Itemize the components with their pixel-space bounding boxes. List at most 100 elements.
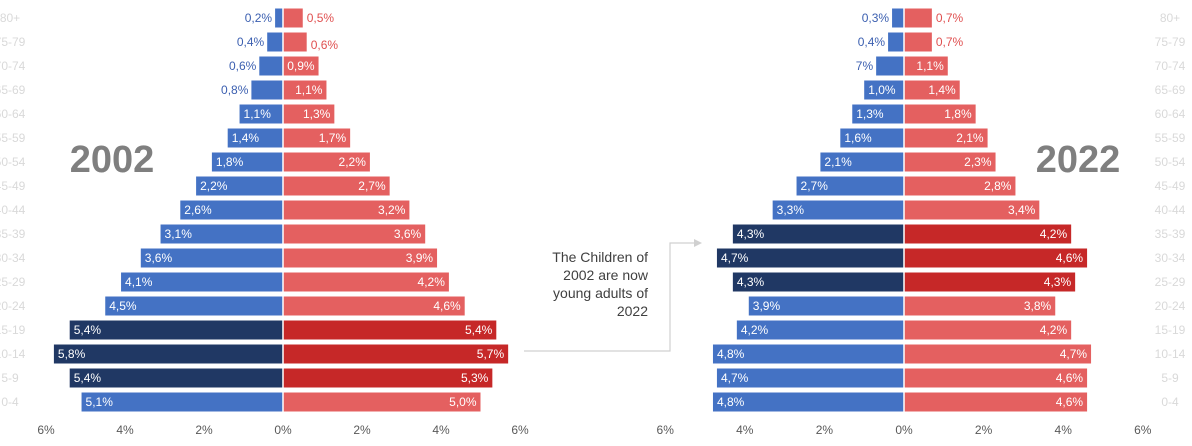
male-data-label: 5,8% xyxy=(58,347,86,361)
male-data-label: 2,7% xyxy=(801,179,829,193)
annotation-line: 2022 xyxy=(617,303,648,319)
x-tick-label: 6% xyxy=(511,423,529,437)
female-bar xyxy=(904,224,1072,244)
female-data-label: 4,2% xyxy=(1040,227,1068,241)
female-data-label: 1,1% xyxy=(295,83,323,97)
male-data-label: 3,6% xyxy=(145,251,173,265)
female-data-label: 2,3% xyxy=(964,155,992,169)
male-data-label: 4,8% xyxy=(717,347,745,361)
age-group-label: 80+ xyxy=(0,11,20,25)
age-group-label: 10-14 xyxy=(0,347,26,361)
male-data-label: 1,6% xyxy=(844,131,872,145)
male-data-label: 4,5% xyxy=(109,299,137,313)
female-data-label: 1,3% xyxy=(303,107,331,121)
x-tick-label: 6% xyxy=(657,423,675,437)
connector-line xyxy=(524,242,696,352)
male-data-label: 5,1% xyxy=(86,395,114,409)
female-bar xyxy=(283,8,303,28)
male-bar xyxy=(892,8,904,28)
age-group-label: 40-44 xyxy=(1155,203,1186,217)
female-data-label: 1,8% xyxy=(944,107,972,121)
male-bar xyxy=(736,320,904,340)
age-group-label: 35-39 xyxy=(0,227,26,241)
male-data-label: 5,4% xyxy=(74,371,102,385)
age-group-label: 30-34 xyxy=(0,251,26,265)
female-bar xyxy=(904,152,996,172)
female-bar xyxy=(904,248,1088,268)
female-bar xyxy=(904,8,932,28)
female-data-label: 3,2% xyxy=(378,203,406,217)
female-bar xyxy=(283,248,438,268)
age-group-label: 75-79 xyxy=(0,35,26,49)
male-data-label: 0,3% xyxy=(862,11,890,25)
male-data-label: 3,1% xyxy=(165,227,193,241)
female-data-label: 3,6% xyxy=(394,227,422,241)
male-data-label: 1,8% xyxy=(216,155,244,169)
female-data-label: 4,3% xyxy=(1044,275,1072,289)
male-bar xyxy=(251,80,283,100)
female-bar xyxy=(283,344,509,364)
male-bar xyxy=(81,392,283,412)
male-data-label: 4,7% xyxy=(721,251,749,265)
male-data-label: 2,2% xyxy=(200,179,228,193)
male-bar xyxy=(888,32,904,52)
female-data-label: 4,2% xyxy=(1040,323,1068,337)
female-bar xyxy=(283,176,390,196)
age-group-label: 15-19 xyxy=(1155,323,1186,337)
female-data-label: 0,5% xyxy=(307,11,335,25)
age-group-label: 5-9 xyxy=(1,371,19,385)
male-bar xyxy=(876,56,904,76)
male-data-label: 4,2% xyxy=(741,323,769,337)
x-tick-label: 6% xyxy=(1134,423,1152,437)
male-bar xyxy=(732,272,904,292)
female-data-label: 0,6% xyxy=(311,38,339,52)
age-group-label: 50-54 xyxy=(1155,155,1186,169)
age-group-label: 80+ xyxy=(1160,11,1180,25)
male-bar xyxy=(239,104,283,124)
age-group-label: 20-24 xyxy=(0,299,26,313)
female-data-label: 4,7% xyxy=(1060,347,1088,361)
male-bar xyxy=(796,176,904,196)
male-bar xyxy=(772,200,904,220)
x-tick-label: 2% xyxy=(195,423,213,437)
female-data-label: 0,7% xyxy=(936,35,964,49)
male-data-label: 1,0% xyxy=(868,83,896,97)
male-bar xyxy=(180,200,283,220)
male-bar xyxy=(712,392,904,412)
male-bar xyxy=(712,344,904,364)
age-group-label: 50-54 xyxy=(0,155,26,169)
female-bar xyxy=(283,368,493,388)
male-data-label: 2,6% xyxy=(184,203,212,217)
connector-arrowhead xyxy=(694,239,702,247)
annotation-line: young adults of xyxy=(553,285,648,301)
female-bar xyxy=(283,80,327,100)
female-data-label: 3,4% xyxy=(1008,203,1036,217)
age-group-label: 0-4 xyxy=(1161,395,1179,409)
female-data-label: 2,7% xyxy=(358,179,386,193)
female-data-label: 2,2% xyxy=(339,155,367,169)
annotation-line: 2002 are now xyxy=(563,267,649,283)
x-tick-label: 2% xyxy=(353,423,371,437)
male-bar xyxy=(852,104,904,124)
female-bar xyxy=(283,272,449,292)
female-bar xyxy=(904,128,988,148)
female-data-label: 3,9% xyxy=(406,251,434,265)
female-data-label: 0,7% xyxy=(936,11,964,25)
female-data-label: 4,6% xyxy=(1056,395,1084,409)
male-bar xyxy=(716,368,904,388)
female-bar xyxy=(904,296,1056,316)
male-bar xyxy=(160,224,283,244)
female-bar xyxy=(283,152,370,172)
female-data-label: 5,3% xyxy=(461,371,489,385)
annotation-line: The Children of xyxy=(552,249,648,265)
male-bar xyxy=(105,296,283,316)
male-bar xyxy=(69,368,283,388)
female-data-label: 3,8% xyxy=(1024,299,1052,313)
male-bar xyxy=(275,8,283,28)
female-data-label: 4,2% xyxy=(418,275,446,289)
male-bar xyxy=(196,176,283,196)
male-data-label: 0,8% xyxy=(221,83,249,97)
female-bar xyxy=(904,272,1076,292)
male-data-label: 4,3% xyxy=(737,227,765,241)
